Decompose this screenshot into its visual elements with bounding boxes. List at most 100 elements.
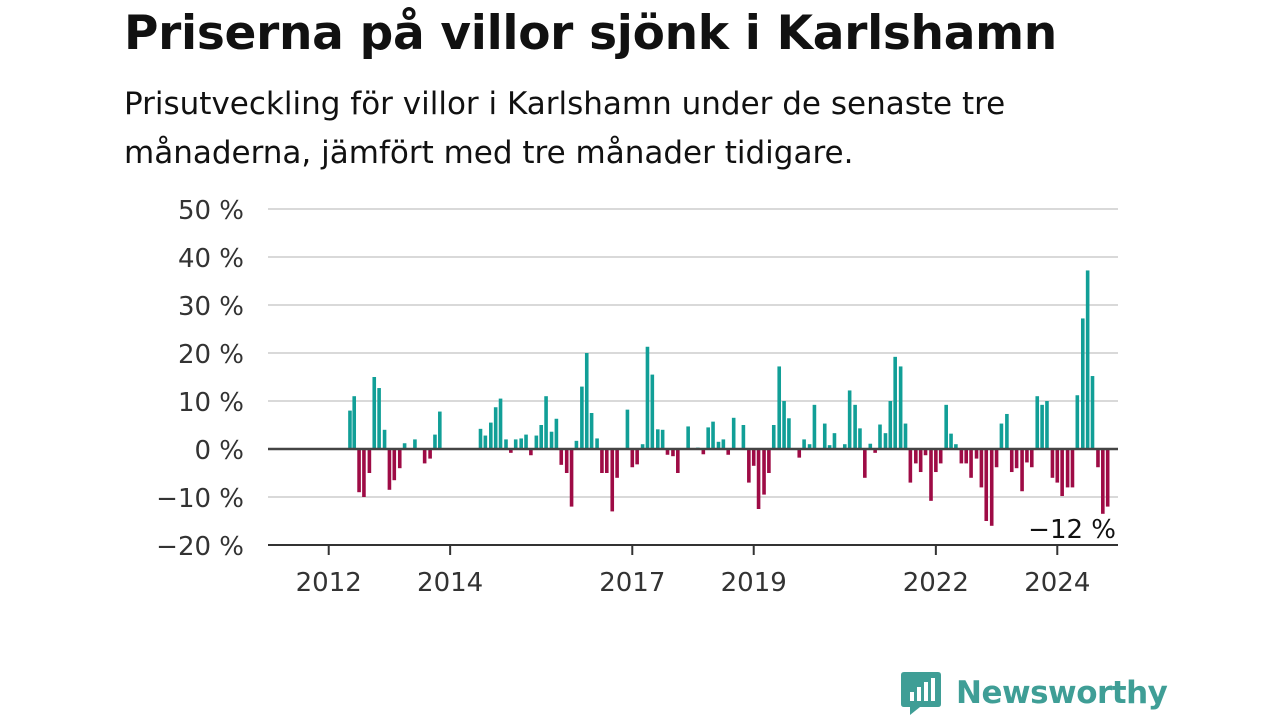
bar <box>842 444 847 449</box>
bar <box>979 449 984 488</box>
bar <box>827 445 832 449</box>
y-tick-label: 40 % <box>178 244 244 274</box>
bar <box>934 449 938 473</box>
bar <box>483 435 488 449</box>
bar <box>1065 449 1070 488</box>
bar <box>706 427 710 449</box>
bar <box>949 433 953 449</box>
newsworthy-logo-icon <box>901 672 941 715</box>
bar <box>1035 396 1040 449</box>
bar <box>1090 376 1095 449</box>
bar <box>1014 449 1019 469</box>
bar <box>413 439 417 449</box>
bar <box>853 404 857 449</box>
y-tick-label: 20 % <box>178 340 244 370</box>
x-tick-label: 2024 <box>1024 568 1090 598</box>
bar <box>438 411 442 449</box>
bar <box>615 449 619 478</box>
bar <box>387 449 392 490</box>
bar <box>873 449 877 453</box>
bar <box>382 429 387 449</box>
bar <box>929 449 933 501</box>
bar <box>1040 404 1044 449</box>
bar <box>883 433 888 449</box>
bar <box>777 366 782 449</box>
bar <box>402 443 407 449</box>
chart-subtitle: Prisutveckling för villor i Karlshamn un… <box>124 86 1006 171</box>
bar <box>756 449 761 509</box>
bar <box>908 449 913 483</box>
bar <box>731 417 736 449</box>
bar <box>564 449 569 473</box>
x-tick-label: 2012 <box>296 568 362 598</box>
bar <box>433 434 437 449</box>
bar <box>1045 401 1049 449</box>
bar <box>711 421 715 449</box>
bar <box>1060 449 1064 497</box>
chart-title: Priserna på villor sjönk i Karlshamn <box>124 6 1057 61</box>
bar <box>589 413 594 449</box>
bar <box>807 444 812 449</box>
bar <box>878 424 882 449</box>
newsworthy-logo: Newsworthy <box>900 670 1168 716</box>
annotation: −12 % <box>1026 513 1119 548</box>
bar <box>726 449 731 455</box>
y-tick-label: 10 % <box>178 388 244 418</box>
bar <box>918 449 923 473</box>
bar <box>1025 449 1029 463</box>
bar <box>595 438 599 449</box>
bar <box>868 443 873 449</box>
y-tick-label: 0 % <box>194 436 244 466</box>
bar <box>569 449 574 507</box>
bar <box>610 449 615 512</box>
x-tick-label: 2017 <box>599 568 665 598</box>
bar <box>938 449 943 464</box>
bar <box>797 449 802 458</box>
bar <box>832 433 837 449</box>
bar <box>1055 449 1060 483</box>
x-tick-label: 2022 <box>903 568 969 598</box>
bar <box>686 426 690 449</box>
bar <box>944 404 948 449</box>
bar <box>994 449 999 468</box>
y-tick-label: −20 % <box>156 532 244 562</box>
y-tick-label: 50 % <box>178 196 244 226</box>
bar <box>559 449 564 465</box>
bar <box>741 425 746 449</box>
gridlines <box>268 208 1118 546</box>
bar <box>969 449 973 478</box>
bar <box>377 388 381 449</box>
bar <box>352 396 357 449</box>
bar <box>580 386 584 449</box>
bar <box>1105 449 1110 507</box>
bar <box>812 404 817 449</box>
bar <box>660 429 665 449</box>
bar <box>863 449 867 478</box>
x-tick-label: 2014 <box>417 568 483 598</box>
bar <box>422 449 427 464</box>
bar <box>1020 449 1024 492</box>
y-tick-label: −10 % <box>156 484 244 514</box>
x-tick-label: 2019 <box>721 568 787 598</box>
bar <box>888 401 893 449</box>
bar <box>747 449 751 483</box>
bar <box>954 444 958 449</box>
bar <box>534 435 539 449</box>
bar <box>1070 449 1075 488</box>
bar <box>751 449 756 466</box>
bar <box>493 407 498 449</box>
bar <box>519 438 523 449</box>
bar <box>544 396 548 449</box>
bar <box>782 401 786 449</box>
bar <box>554 418 559 449</box>
bar <box>513 439 518 449</box>
bar <box>640 444 645 449</box>
bar <box>898 366 903 449</box>
bar <box>584 353 589 449</box>
bar <box>348 410 352 449</box>
bar <box>802 439 806 449</box>
bar <box>650 374 655 449</box>
bar <box>367 449 372 473</box>
bar <box>974 449 979 459</box>
bar <box>635 449 639 465</box>
